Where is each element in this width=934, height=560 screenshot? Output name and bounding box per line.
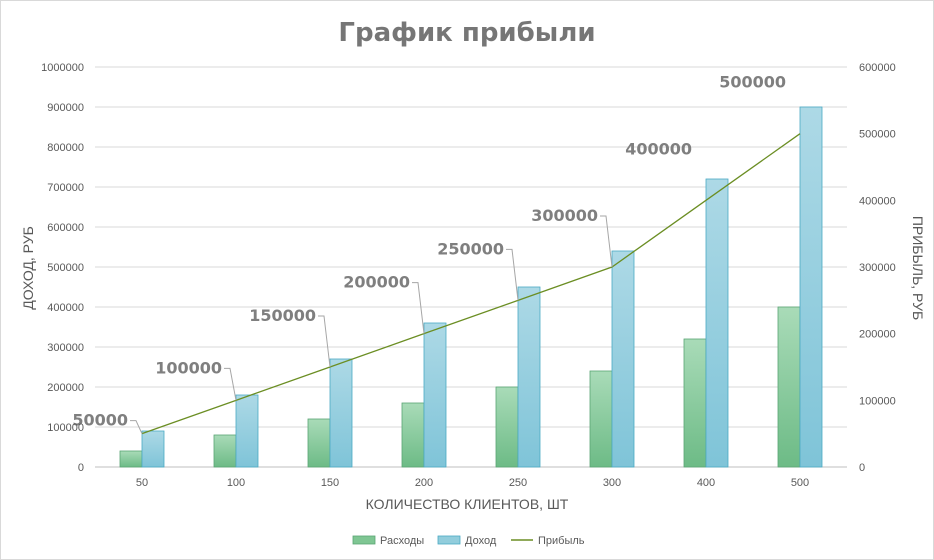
income-bar — [235, 394, 259, 468]
expenses-bar — [589, 370, 613, 468]
y-tick-label: 300000 — [47, 342, 84, 354]
chart-title: График прибыли — [338, 18, 595, 48]
y2-tick-label: 600000 — [859, 62, 896, 74]
income-bar — [799, 106, 823, 468]
y-tick-label: 700000 — [47, 182, 84, 194]
profit-data-label: 500000 — [719, 73, 786, 92]
leader-line — [412, 282, 425, 334]
x-tick-label: 250 — [509, 477, 527, 489]
y2-tick-label: 0 — [859, 462, 865, 474]
income-bar — [705, 178, 729, 468]
legend-swatch — [352, 535, 376, 545]
leader-line — [224, 367, 237, 401]
expenses-bar — [119, 450, 143, 468]
y-tick-label: 900000 — [47, 102, 84, 114]
x-tick-label: 400 — [697, 477, 715, 489]
y-tick-label: 200000 — [47, 382, 84, 394]
x-tick-label: 150 — [321, 477, 339, 489]
legend-label: Расходы — [380, 535, 424, 547]
y-tick-label: 0 — [78, 462, 84, 474]
profit-data-label: 50000 — [72, 411, 128, 430]
income-bar — [329, 358, 353, 468]
y-tick-label: 500000 — [47, 262, 84, 274]
data-labels: 50000 100000 150000 200000 250000 300000 40000… — [72, 73, 786, 434]
y-tick-label: 1000000 — [41, 62, 84, 74]
y2-tick-label: 500000 — [859, 129, 896, 141]
bars — [119, 106, 823, 468]
expenses-bar — [307, 418, 331, 468]
profit-data-label: 150000 — [249, 306, 316, 325]
x-tick-label: 100 — [227, 477, 245, 489]
legend-swatch — [437, 535, 461, 545]
legend-label: Прибыль — [538, 535, 585, 547]
y2-tick-label: 100000 — [859, 395, 896, 407]
profit-data-label: 300000 — [531, 206, 598, 225]
expenses-bar — [213, 434, 237, 468]
x-tick-label: 50 — [136, 477, 148, 489]
leader-line — [600, 215, 613, 268]
y2-axis-title: ПРИБЫЛЬ, РУБ — [910, 216, 926, 320]
y2-tick-label: 300000 — [859, 262, 896, 274]
y-tick-label: 100000 — [47, 422, 84, 434]
leader-line — [130, 420, 143, 434]
y2-tick-label: 400000 — [859, 195, 896, 207]
profit-series-line — [141, 133, 801, 435]
profit-data-label: 100000 — [155, 358, 222, 377]
income-bar — [141, 430, 165, 468]
x-tick-label: 500 — [791, 477, 809, 489]
legend-label: Доход — [465, 535, 497, 547]
profit-data-label: 400000 — [625, 139, 692, 158]
y-tick-label: 600000 — [47, 222, 84, 234]
expenses-bar — [683, 338, 707, 468]
expenses-bar — [777, 306, 801, 468]
y-tick-label: 800000 — [47, 142, 84, 154]
x-tick-label: 300 — [603, 477, 621, 489]
x-tick-label: 200 — [415, 477, 433, 489]
gridlines — [95, 66, 847, 468]
x-axis-title: КОЛИЧЕСТВО КЛИЕНТОВ, ШТ — [366, 496, 569, 512]
income-bar — [517, 286, 541, 468]
income-bar — [611, 250, 635, 468]
income-bar — [423, 322, 447, 468]
profit-data-label: 200000 — [343, 273, 410, 292]
y2-tick-label: 200000 — [859, 329, 896, 341]
expenses-bar — [495, 386, 519, 468]
profit-line — [141, 133, 801, 435]
leader-line — [506, 248, 519, 301]
leader-line — [318, 315, 331, 368]
profit-data-label: 250000 — [437, 239, 504, 258]
expenses-bar — [401, 402, 425, 468]
legend: Расходы Доход Прибыль — [352, 535, 585, 547]
axes: 0100000200000300000400000500000600000700… — [41, 62, 896, 489]
y-tick-label: 400000 — [47, 302, 84, 314]
y-axis-title: ДОХОД, РУБ — [20, 226, 36, 310]
